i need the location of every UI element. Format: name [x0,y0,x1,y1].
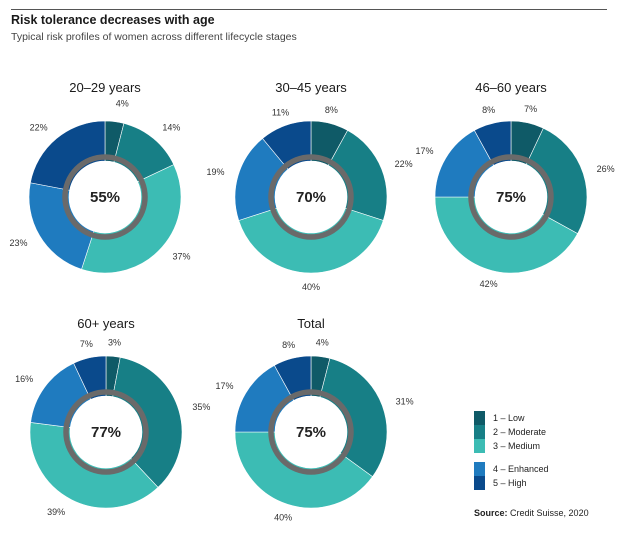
legend-swatch-enhanced [474,462,485,476]
center-ring [268,389,354,475]
legend-item-moderate: 2 – Moderate [474,425,634,439]
source-label: Source: [474,508,508,518]
legend-swatch-high [474,476,485,490]
slice-label-moderate: 22% [395,159,413,169]
center-ring [63,389,149,475]
legend-item-high: 5 – High [474,476,634,490]
donut-hole [69,161,141,233]
source-text: Credit Suisse, 2020 [510,508,589,518]
chart-subtitle: Typical risk profiles of women across di… [11,31,297,43]
slice-label-medium: 37% [173,252,191,262]
legend-swatch-moderate [474,425,485,439]
slice-label-moderate: 14% [162,123,180,133]
donut-1: 20–29 years 4% 14% 37% 23% 22% 55% [10,80,191,274]
slice-label-high: 8% [482,105,495,115]
slice-label-enhanced: 16% [15,374,33,384]
slice-label-moderate: 31% [396,397,414,407]
donut-hole [475,161,547,233]
center-value: 77% [91,424,121,441]
slice-label-enhanced: 23% [10,238,28,248]
legend-swatch-medium [474,439,485,453]
center-ring [62,154,148,240]
slice-label-medium: 40% [302,282,320,292]
legend-swatch-low [474,411,485,425]
center-value: 55% [90,189,120,206]
slice-label-medium: 39% [47,507,65,517]
donut-5: Total 4% 31% 40% 17% 8% 75% [216,316,414,523]
center-value: 75% [296,424,326,441]
legend-label-low: 1 – Low [493,413,525,423]
slice-label-low: 3% [108,337,121,347]
slice-moderate [319,358,388,478]
center-value: 75% [496,189,526,206]
donut-hole [275,396,347,468]
slice-label-high: 22% [30,123,48,133]
legend-item-low: 1 – Low [474,411,634,425]
donut-title: 60+ years [77,316,135,331]
chart-title: Risk tolerance decreases with age [11,13,215,27]
slice-label-high: 8% [282,340,295,350]
slice-label-high: 7% [80,339,93,349]
slice-label-low: 8% [325,105,338,115]
slice-label-medium: 42% [480,279,498,289]
legend-label-high: 5 – High [493,478,527,488]
legend-label-medium: 3 – Medium [493,441,541,451]
slice-label-low: 4% [316,338,329,348]
legend-item-medium: 3 – Medium [474,439,634,453]
slice-label-low: 7% [524,104,537,114]
legend-item-enhanced: 4 – Enhanced [474,462,634,476]
legend: 1 – Low 2 – Moderate 3 – Medium 4 – Enha… [474,411,634,490]
slice-label-moderate: 35% [192,402,210,412]
slice-moderate [525,127,588,235]
slice-label-low: 4% [116,99,129,109]
source-note: Source: Credit Suisse, 2020 [474,508,589,518]
slice-label-medium: 40% [274,513,292,523]
center-value: 70% [296,189,326,206]
center-ring [268,154,354,240]
donut-title: 20–29 years [69,80,141,95]
slice-label-enhanced: 17% [416,146,434,156]
donut-hole [70,396,142,468]
donut-3: 46–60 years 7% 26% 42% 17% 8% 75% [416,80,615,289]
donut-hole [275,161,347,233]
slice-label-enhanced: 17% [216,381,234,391]
legend-label-moderate: 2 – Moderate [493,427,547,437]
center-ring [468,154,554,240]
donut-title: 46–60 years [475,80,547,95]
slice-label-enhanced: 19% [207,167,225,177]
slice-label-moderate: 26% [597,164,615,174]
slice-medium [81,164,182,274]
slice-label-high: 11% [272,107,289,117]
donut-2: 30–45 years 8% 22% 40% 19% 11% 70% [207,80,413,292]
legend-label-enhanced: 4 – Enhanced [493,464,549,474]
donut-title: Total [297,316,325,331]
donut-title: 30–45 years [275,80,347,95]
donut-4: 60+ years 3% 35% 39% 16% 7% 77% [15,316,210,517]
header-rule [11,9,607,10]
